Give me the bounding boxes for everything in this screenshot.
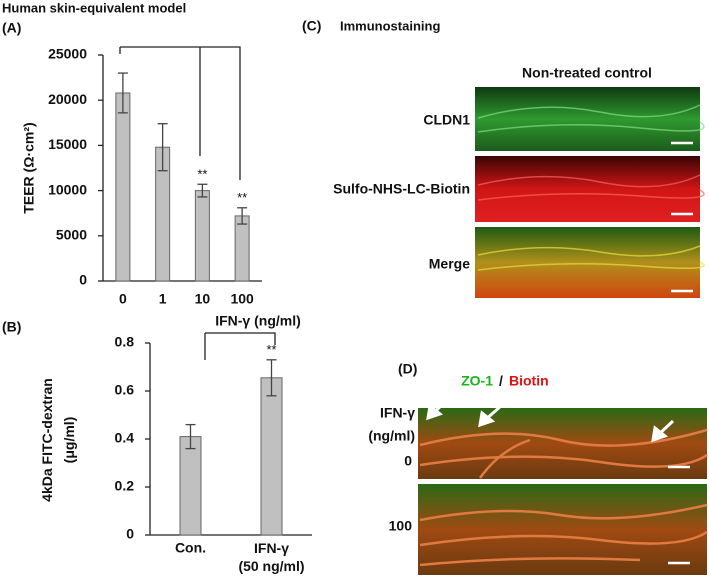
- y-axis-label: TEER (Ω·cm²): [21, 122, 37, 213]
- cell-borders: [477, 104, 705, 271]
- micrograph: [418, 484, 707, 575]
- y-tick-label: 0.8: [115, 334, 135, 350]
- row-label: Sulfo-NHS-LC-Biotin: [333, 181, 470, 197]
- bar: [179, 436, 202, 536]
- y-tick-label: 0.2: [115, 478, 135, 494]
- dose-label: 0: [404, 453, 412, 469]
- panel-label: (C): [302, 18, 321, 34]
- x-tick-label: 100: [230, 291, 254, 307]
- y-tick-label: 0: [79, 272, 87, 288]
- y-tick-label: 20000: [48, 91, 87, 107]
- y-tick-label: 0: [126, 526, 134, 542]
- treatment-label: IFN-γ: [380, 405, 415, 421]
- x-tick-label: Con.: [175, 540, 206, 556]
- significance-bracket: [119, 46, 241, 180]
- y-tick-label: 25000: [48, 46, 87, 62]
- separator: /: [499, 373, 503, 389]
- micrograph: [418, 408, 707, 479]
- x-tick-label: IFN-γ (50 ng/ml): [238, 540, 304, 574]
- panel-label: (D): [398, 361, 417, 377]
- micrograph: [475, 156, 700, 222]
- figure-title: Human skin-equivalent model: [2, 0, 186, 15]
- y-tick-label: 10000: [48, 181, 87, 197]
- panel-label: (A): [2, 20, 21, 36]
- bar: [194, 190, 210, 282]
- micrograph: [475, 227, 700, 298]
- y-tick-label: 0.6: [115, 382, 135, 398]
- y-tick-label: 15000: [48, 136, 87, 152]
- y-axis-label: 4kDa FITC-dextran (μg/ml): [39, 378, 77, 502]
- stain-label: ZO-1: [461, 373, 493, 389]
- significance-label: **: [197, 167, 207, 182]
- panel-label: (B): [2, 319, 21, 335]
- stain-label: Biotin: [509, 373, 549, 389]
- x-tick-label: 10: [195, 291, 211, 307]
- unit-label: (ng/ml): [368, 428, 415, 444]
- row-label: Merge: [429, 256, 470, 272]
- bar: [260, 377, 283, 536]
- significance-label: **: [266, 342, 276, 357]
- arrows: [426, 396, 675, 443]
- panel-title: Immunostaining: [340, 18, 440, 33]
- y-tick-label: 0.4: [115, 430, 135, 446]
- dose-label: 100: [389, 518, 413, 534]
- significance-label: **: [237, 190, 247, 205]
- x-tick-label: 0: [119, 291, 127, 307]
- x-tick-label: 1: [159, 291, 167, 307]
- column-label: Non-treated control: [522, 65, 652, 81]
- x-axis-label: IFN-γ (ng/ml): [215, 313, 301, 329]
- row-label: CLDN1: [423, 112, 470, 128]
- bar: [234, 215, 250, 282]
- significance-bracket: [204, 332, 276, 360]
- bar: [115, 92, 131, 282]
- y-tick-label: 5000: [56, 227, 87, 243]
- cell-borders: [419, 428, 708, 567]
- micrograph: [475, 87, 700, 151]
